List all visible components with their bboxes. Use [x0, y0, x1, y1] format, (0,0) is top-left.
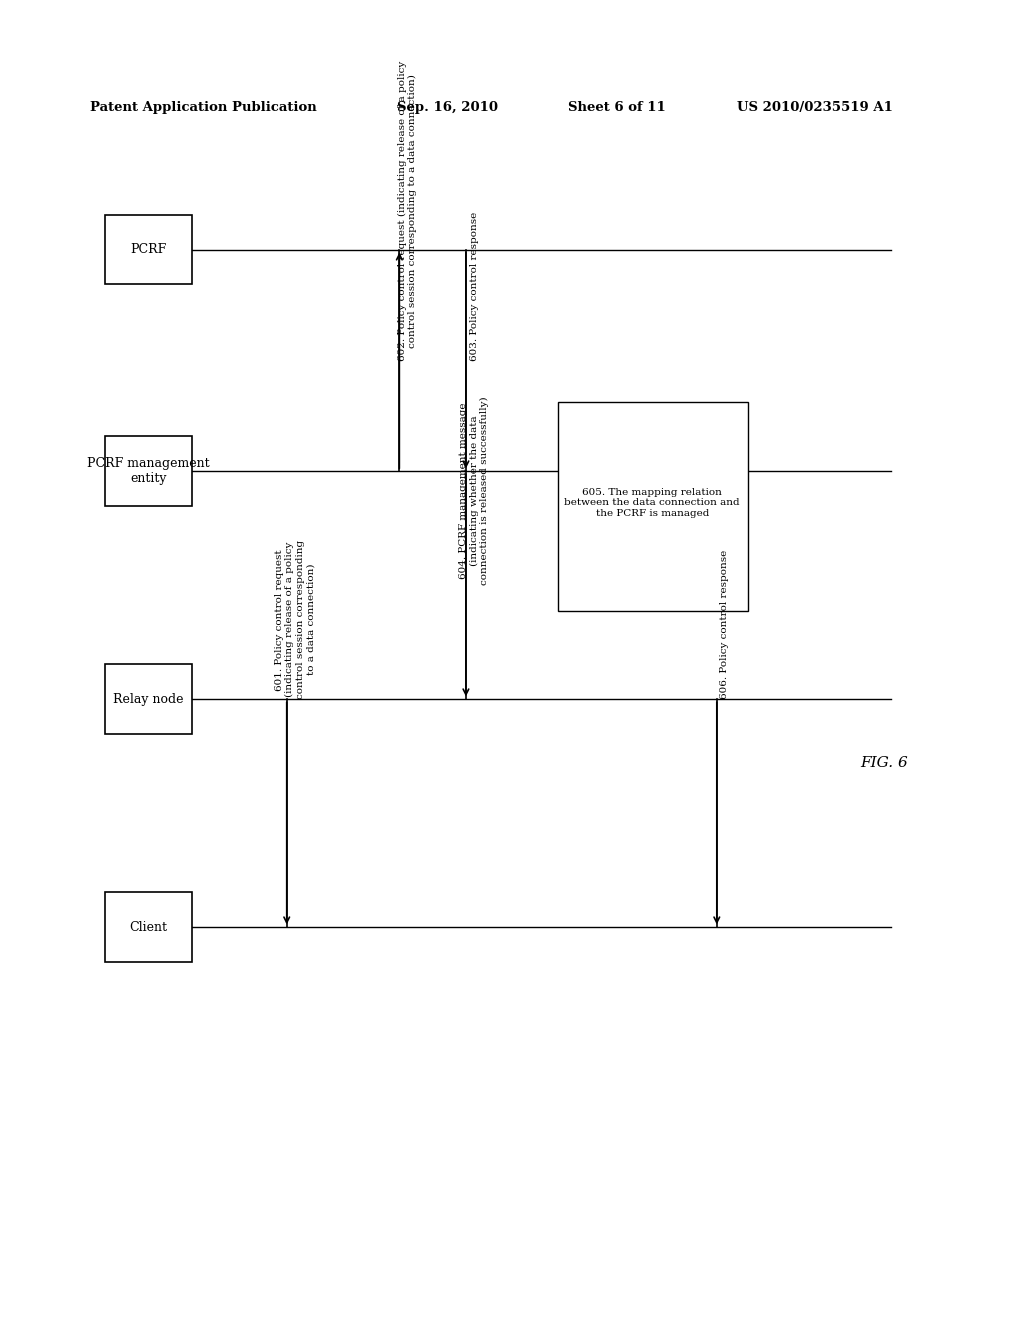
- Text: Client: Client: [129, 921, 168, 933]
- Bar: [104, 215, 193, 284]
- Text: Relay node: Relay node: [114, 693, 183, 706]
- Bar: [104, 664, 193, 734]
- Text: 603. Policy control response: 603. Policy control response: [470, 211, 478, 362]
- Bar: [104, 892, 193, 962]
- Text: 606. Policy control response: 606. Policy control response: [721, 550, 729, 700]
- Text: Sheet 6 of 11: Sheet 6 of 11: [568, 102, 666, 115]
- Bar: [104, 437, 193, 506]
- Text: US 2010/0235519 A1: US 2010/0235519 A1: [737, 102, 893, 115]
- Text: 604. PCRF management message
(indicating whether the data
connection is released: 604. PCRF management message (indicating…: [459, 397, 489, 585]
- Text: FIG. 6: FIG. 6: [860, 755, 908, 770]
- Text: 601. Policy control request
(indicating release of a policy
control session corr: 601. Policy control request (indicating …: [274, 540, 315, 700]
- Text: PCRF management
entity: PCRF management entity: [87, 457, 210, 486]
- Text: 602. Policy control request (indicating release of a policy
control session corr: 602. Policy control request (indicating …: [397, 61, 418, 362]
- Bar: [558, 401, 748, 611]
- Text: 605. The mapping relation
between the data connection and
the PCRF is managed: 605. The mapping relation between the da…: [564, 488, 740, 517]
- Text: Sep. 16, 2010: Sep. 16, 2010: [397, 102, 499, 115]
- Text: PCRF: PCRF: [130, 243, 167, 256]
- Text: Patent Application Publication: Patent Application Publication: [90, 102, 316, 115]
